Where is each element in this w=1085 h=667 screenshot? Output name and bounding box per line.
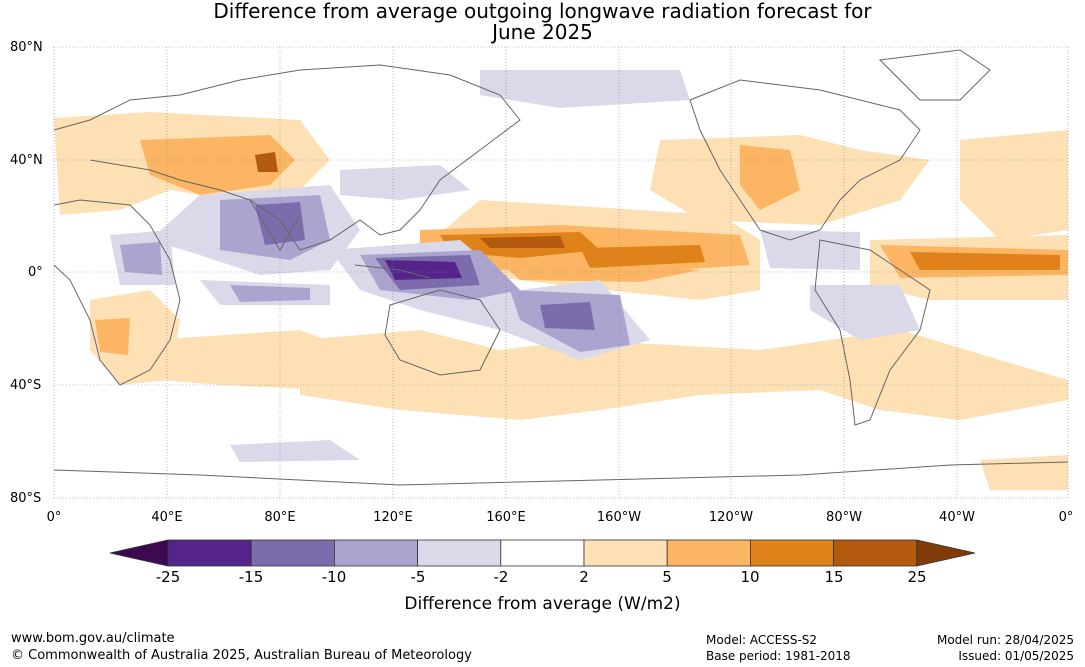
footer-copyright: © Commonwealth of Australia 2025, Austra… — [11, 648, 472, 663]
colorbar-tick-label: 5 — [662, 568, 672, 586]
colorbar-tick-label: -5 — [410, 568, 426, 586]
colorbar-extend-high — [916, 539, 976, 567]
lon-label-40w: 40°W — [939, 510, 975, 525]
lon-label-80w: 80°W — [826, 510, 862, 525]
colorbar-tick-label: 2 — [579, 568, 589, 586]
colorbar-tick-label: 25 — [907, 568, 927, 586]
footer-model-run: Model run: 28/04/2025 — [936, 633, 1074, 647]
lon-label-0: 0° — [46, 510, 62, 525]
footer-model: Model: ACCESS-S2 — [706, 633, 818, 647]
lon-label-80e: 80°E — [264, 510, 296, 525]
lat-label-80n: 80°N — [10, 40, 43, 55]
colorbar-extend-low — [109, 539, 169, 567]
colorbar-tick-label: 15 — [824, 568, 844, 586]
colorbar-segment — [167, 539, 252, 567]
chart-title-line1: Difference from average outgoing longwav… — [213, 0, 872, 23]
colorbar — [109, 539, 976, 567]
lon-label-120e: 120°E — [373, 510, 413, 525]
colorbar-tick-label: -25 — [155, 568, 181, 586]
lat-label-40n: 40°N — [10, 153, 43, 168]
lat-label-40s: 40°S — [10, 378, 42, 393]
footer-website[interactable]: www.bom.gov.au/climate — [11, 631, 175, 646]
lon-label-160e: 160°E — [486, 510, 526, 525]
colorbar-segment — [417, 539, 502, 567]
anomaly-shading — [54, 70, 1068, 490]
colorbar-segment — [250, 539, 335, 567]
lat-label-80s: 80°S — [10, 491, 42, 506]
colorbar-segment — [666, 539, 751, 567]
lon-label-0-right: 0° — [1058, 510, 1074, 525]
colorbar-segment — [833, 539, 918, 567]
colorbar-tick-label: -15 — [238, 568, 264, 586]
colorbar-segment — [583, 539, 668, 567]
colorbar-segment — [333, 539, 418, 567]
colorbar-title: Difference from average (W/m2) — [404, 594, 681, 614]
colorbar-tick-label: -2 — [493, 568, 509, 586]
colorbar-segment — [500, 539, 585, 567]
footer-base-period: Base period: 1981-2018 — [706, 649, 851, 663]
lon-label-40e: 40°E — [151, 510, 183, 525]
colorbar-tick-label: 10 — [740, 568, 760, 586]
chart-title-line2: June 2025 — [492, 20, 593, 44]
footer-issued: Issued: 01/05/2025 — [958, 649, 1074, 663]
coastlines — [53, 49, 1069, 486]
graticule — [53, 46, 1069, 499]
colorbar-segment — [750, 539, 835, 567]
lon-label-120w: 120°W — [708, 510, 754, 525]
colorbar-tick-label: -10 — [321, 568, 347, 586]
lon-label-160w: 160°W — [596, 510, 642, 525]
lat-label-0: 0° — [28, 265, 43, 280]
